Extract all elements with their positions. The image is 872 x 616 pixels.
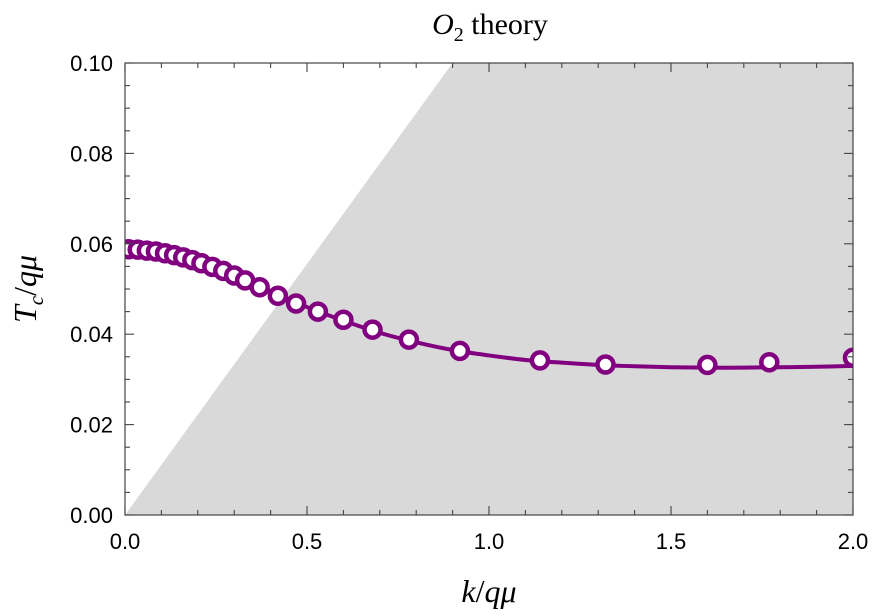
data-point — [529, 350, 551, 371]
chart-title: O2 theory — [432, 8, 548, 46]
data-points — [125, 238, 853, 376]
data-point — [759, 351, 780, 373]
data-point — [697, 354, 718, 376]
y-tick-label: 0.04 — [70, 322, 113, 347]
data-point — [307, 301, 329, 322]
x-tick-label: 1.5 — [656, 529, 687, 554]
x-tick-label: 1.0 — [474, 529, 505, 554]
x-tick-labels: 0.0 0.5 1.0 1.5 2.0 — [110, 529, 869, 554]
data-point — [249, 276, 270, 298]
data-point — [595, 354, 616, 375]
x-tick-label: 2.0 — [838, 529, 869, 554]
y-axis-label: Tc/qμ — [7, 255, 48, 323]
data-point — [362, 319, 383, 340]
data-point — [285, 293, 307, 314]
y-tick-label: 0.08 — [70, 141, 113, 166]
plot-area — [125, 63, 853, 515]
data-point — [267, 285, 289, 307]
data-point — [398, 329, 420, 350]
y-tick-labels: 0.00 0.02 0.04 0.06 0.08 0.10 — [70, 51, 113, 528]
x-tick-label: 0.5 — [292, 529, 323, 554]
data-point — [842, 347, 853, 368]
x-axis-label: k/qμ — [461, 573, 516, 609]
x-tick-label: 0.0 — [110, 529, 141, 554]
shaded-region — [125, 63, 853, 515]
data-point — [333, 309, 354, 330]
y-tick-label: 0.10 — [70, 51, 113, 76]
y-tick-label: 0.06 — [70, 232, 113, 257]
data-point — [449, 340, 471, 362]
ticks — [124, 62, 854, 516]
y-tick-label: 0.02 — [70, 413, 113, 438]
y-tick-label: 0.00 — [70, 503, 113, 528]
